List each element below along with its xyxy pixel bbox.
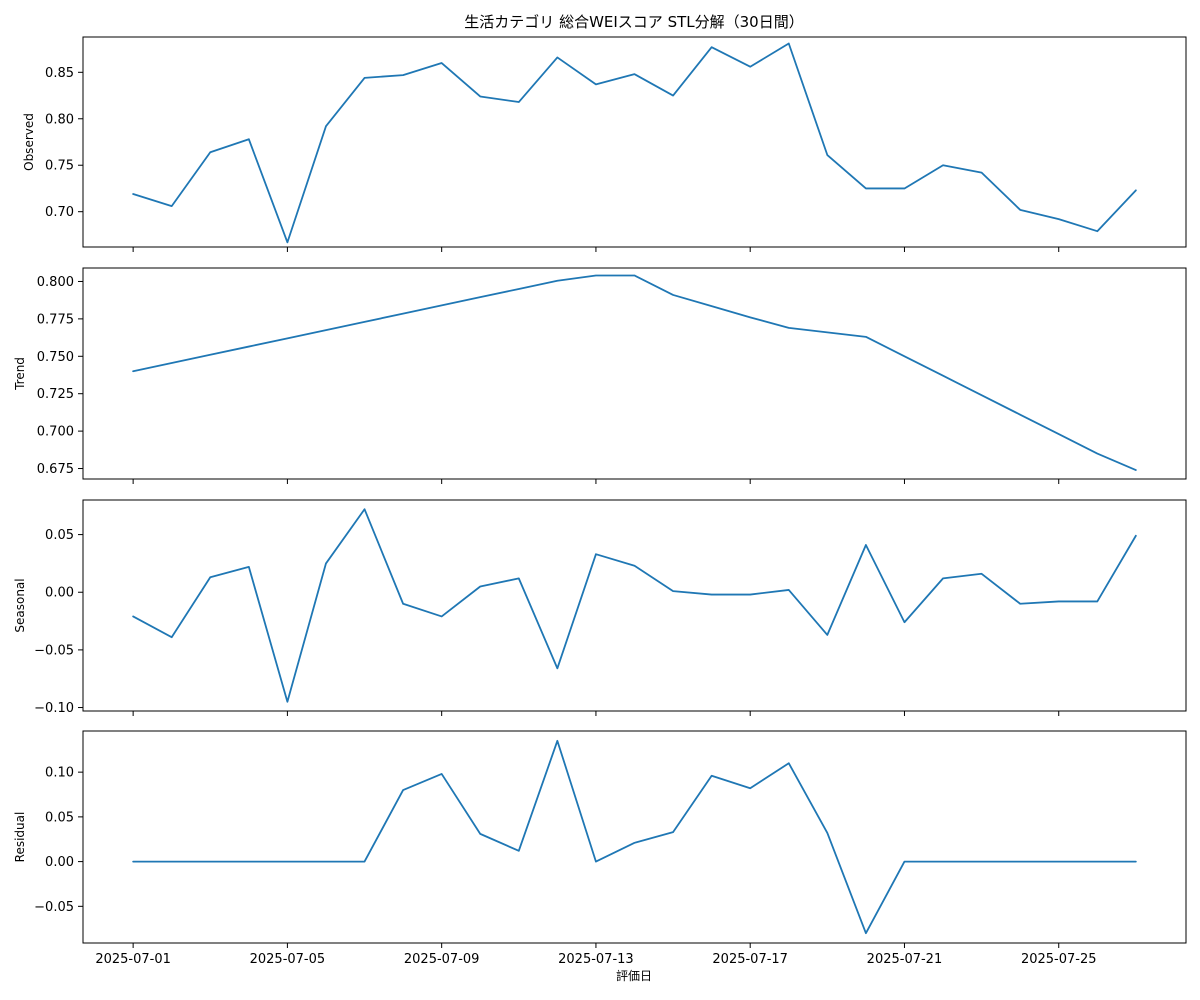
- y-axis-label: Trend: [13, 357, 27, 391]
- y-tick-label: 0.725: [37, 387, 74, 402]
- y-tick-label: 0.05: [45, 528, 74, 543]
- panel-seasonal: −0.10 −0.05 0.00 0.05 Seasonal: [13, 499, 1187, 716]
- axes-frame: [82, 36, 1187, 248]
- y-tick-label: 0.85: [45, 66, 74, 81]
- y-tick-label: 0.10: [45, 766, 74, 781]
- x-tick-label: 2025-07-01: [95, 952, 171, 967]
- y-axis-label: Seasonal: [13, 578, 27, 632]
- y-axis-label: Residual: [13, 812, 27, 863]
- y-tick-label: 0.775: [37, 312, 74, 327]
- y-tick-label: 0.05: [45, 810, 74, 825]
- x-tick-label: 2025-07-17: [712, 952, 788, 967]
- series-line-trend: [132, 274, 1137, 471]
- x-tick-label: 2025-07-05: [250, 952, 326, 967]
- y-tick-label: 0.750: [37, 350, 74, 365]
- y-tick-label: −0.05: [34, 900, 74, 915]
- y-tick-label: 0.00: [45, 855, 74, 870]
- y-tick-label: 0.80: [45, 112, 74, 127]
- series-line-seasonal: [132, 508, 1137, 703]
- x-axis-label: 評価日: [616, 968, 652, 983]
- axes-frame: [82, 499, 1187, 712]
- y-tick-label: 0.700: [37, 425, 74, 440]
- panel-trend: 0.675 0.700 0.725 0.750 0.775 0.800 Trend: [13, 267, 1187, 484]
- y-tick-label: 0.00: [45, 586, 74, 601]
- chart-title: 生活カテゴリ 総合WEIスコア STL分解（30日間）: [464, 13, 803, 31]
- y-tick-label: 0.675: [37, 462, 74, 477]
- y-tick-label: −0.05: [34, 643, 74, 658]
- axes-frame: [82, 730, 1187, 944]
- x-tick-label: 2025-07-21: [867, 952, 943, 967]
- x-tick-label: 2025-07-13: [558, 952, 634, 967]
- series-line-residual: [132, 739, 1137, 935]
- y-tick-label: 0.800: [37, 275, 74, 290]
- x-tick-label: 2025-07-25: [1021, 952, 1097, 967]
- x-tick-label: 2025-07-09: [404, 952, 480, 967]
- panel-residual: −0.05 0.00 0.05 0.10 2025-07-01 2025-07-05 202…: [13, 730, 1187, 967]
- panel-observed: 0.70 0.75 0.80 0.85 Observed: [22, 36, 1187, 252]
- y-tick-label: −0.10: [34, 701, 74, 716]
- y-tick-label: 0.70: [45, 205, 74, 220]
- series-line-observed: [132, 42, 1137, 244]
- y-axis-label: Observed: [22, 113, 36, 171]
- y-tick-label: 0.75: [45, 159, 74, 174]
- axes-frame: [82, 267, 1187, 480]
